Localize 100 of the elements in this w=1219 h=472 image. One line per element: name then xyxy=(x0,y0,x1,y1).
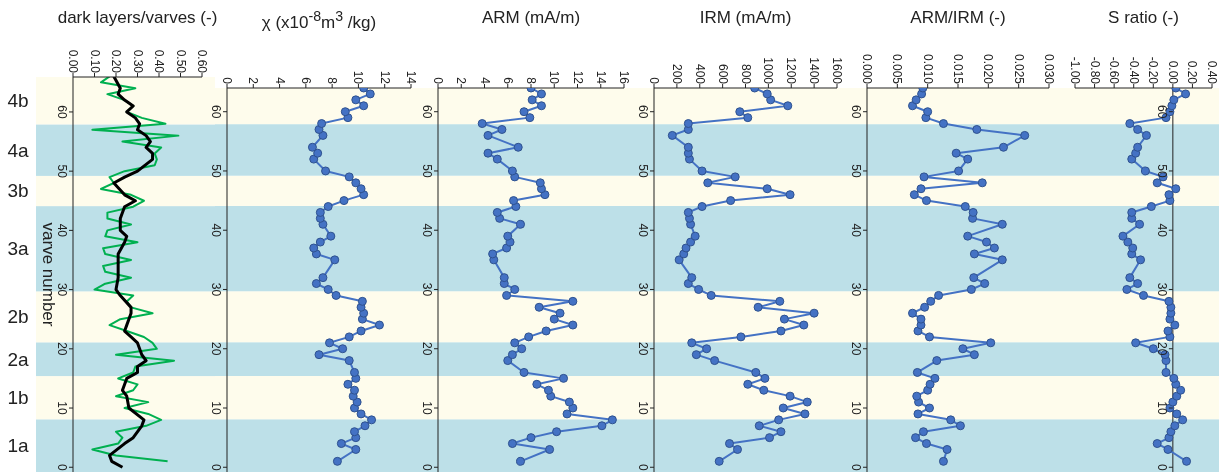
x-tick-label: 0.60 xyxy=(195,49,209,74)
x-tick-label: 4 xyxy=(477,77,492,85)
y-tick-label: 50 xyxy=(55,164,69,179)
x-tick-label: 0.30 xyxy=(130,49,145,74)
x-axis-title: dark layers/varves (-) xyxy=(57,8,218,28)
band-label: 3a xyxy=(7,238,29,260)
y-tick-label: 0 xyxy=(209,463,223,471)
y-tick-label: 30 xyxy=(209,282,223,297)
y-tick-label: 20 xyxy=(209,342,223,356)
y-tick-label: 10 xyxy=(55,401,69,416)
y-tick-label: 40 xyxy=(209,223,223,238)
x-tick-label: -0.20 xyxy=(1146,56,1161,85)
x-axis-title: χ (x10$^{-8}$m$^{3}$ /kg) xyxy=(261,8,377,33)
x-tick-label: 8 xyxy=(325,77,340,85)
y-tick-label: 30 xyxy=(636,282,650,297)
x-tick-label: -0.80 xyxy=(1087,56,1102,85)
y-tick-label: 40 xyxy=(55,223,69,238)
y-tick-label: 10 xyxy=(209,401,223,415)
x-tick-label: 0.20 xyxy=(109,49,123,74)
x-tick-label: -1.00 xyxy=(1068,56,1082,85)
x-tick-label: 0.020 xyxy=(981,53,996,85)
x-tick-label: 0.10 xyxy=(87,49,102,74)
x-tick-label: 600 xyxy=(715,63,730,85)
y-tick-label: 60 xyxy=(849,105,863,119)
y-tick-label: 10 xyxy=(849,401,863,415)
y-tick-label: 60 xyxy=(420,105,434,119)
y-tick-label: 60 xyxy=(636,105,650,119)
x-tick-label: 400 xyxy=(692,63,707,85)
x-tick-label: 0 xyxy=(431,77,445,85)
x-tick-label: 200 xyxy=(669,63,684,85)
y-tick-label: 50 xyxy=(636,164,650,178)
y-axis-title: varve number xyxy=(38,222,58,327)
x-axis-title: ARM/IRM (-) xyxy=(910,8,1006,28)
x-tick-label: 12 xyxy=(377,70,392,85)
x-axis-title: IRM (mA/m) xyxy=(699,8,792,28)
x-tick-label: 0.00 xyxy=(1165,60,1180,85)
y-tick-label: 60 xyxy=(1154,105,1169,119)
y-tick-label: 20 xyxy=(1154,342,1169,356)
x-tick-label: 8 xyxy=(524,77,538,85)
x-tick-label: 0.40 xyxy=(1205,60,1219,85)
y-tick-label: 0 xyxy=(636,463,650,471)
band-label: 4a xyxy=(7,139,29,161)
y-tick-label: 50 xyxy=(849,164,863,178)
x-tick-label: 14 xyxy=(593,70,608,85)
x-tick-label: 0 xyxy=(647,77,661,85)
x-tick-label: 0.015 xyxy=(951,53,965,85)
y-tick-label: 0 xyxy=(420,463,434,471)
y-tick-label: 60 xyxy=(55,105,69,119)
y-tick-label: 30 xyxy=(849,282,863,297)
band-label: 2a xyxy=(7,348,29,370)
x-tick-label: -0.40 xyxy=(1126,56,1141,85)
x-tick-label: 16 xyxy=(617,70,631,85)
y-tick-label: 10 xyxy=(636,401,650,415)
x-axis-title: ARM (mA/m) xyxy=(481,8,581,28)
x-tick-label: 1400 xyxy=(807,57,822,85)
x-tick-label: 1600 xyxy=(830,57,844,85)
y-tick-label: 30 xyxy=(55,282,69,297)
band-label: 2b xyxy=(7,306,29,328)
y-tick-label: 10 xyxy=(1154,401,1169,415)
x-tick-label: -0.60 xyxy=(1107,56,1122,85)
x-tick-label: 0.000 xyxy=(860,53,874,85)
x-tick-label: 2 xyxy=(246,77,261,85)
band-label: 1b xyxy=(7,387,29,409)
x-tick-label: 0.00 xyxy=(66,49,80,74)
y-tick-label: 20 xyxy=(55,342,69,356)
y-tick-label: 40 xyxy=(636,223,650,238)
x-tick-label: 0.20 xyxy=(1185,60,1200,85)
y-tick-label: 0 xyxy=(1154,463,1169,471)
y-tick-label: 50 xyxy=(420,164,434,178)
y-tick-label: 10 xyxy=(420,401,434,415)
y-tick-label: 60 xyxy=(209,105,223,119)
x-tick-label: 1000 xyxy=(761,57,776,85)
x-tick-label: 12 xyxy=(570,70,585,85)
y-tick-label: 0 xyxy=(55,463,69,471)
y-tick-label: 40 xyxy=(420,223,434,238)
y-tick-label: 30 xyxy=(1154,282,1169,297)
x-tick-label: 1200 xyxy=(784,57,799,85)
y-tick-label: 0 xyxy=(849,463,863,471)
x-tick-label: 800 xyxy=(738,63,753,85)
x-tick-label: 0.010 xyxy=(920,53,935,85)
y-tick-label: 20 xyxy=(420,342,434,356)
x-tick-label: 6 xyxy=(298,77,313,85)
x-tick-label: 14 xyxy=(404,70,418,85)
x-tick-label: 4 xyxy=(272,77,287,85)
y-tick-label: 50 xyxy=(1154,164,1169,178)
band-label: 1a xyxy=(7,435,29,457)
x-tick-label: 0.50 xyxy=(173,49,188,74)
x-tick-label: 10 xyxy=(351,70,366,85)
x-axis-title: S ratio (-) xyxy=(1108,8,1179,28)
x-tick-label: 2 xyxy=(454,77,469,85)
x-tick-label: 0.005 xyxy=(890,53,905,85)
band-label: 4b xyxy=(7,90,29,112)
x-tick-label: 0.025 xyxy=(1011,53,1026,85)
y-tick-label: 20 xyxy=(849,342,863,356)
band-label: 3b xyxy=(7,180,29,202)
y-tick-label: 50 xyxy=(209,164,223,178)
x-tick-label: 10 xyxy=(547,70,562,85)
x-tick-label: 0 xyxy=(220,77,234,85)
y-tick-label: 20 xyxy=(636,342,650,356)
y-tick-label: 40 xyxy=(1154,223,1169,238)
